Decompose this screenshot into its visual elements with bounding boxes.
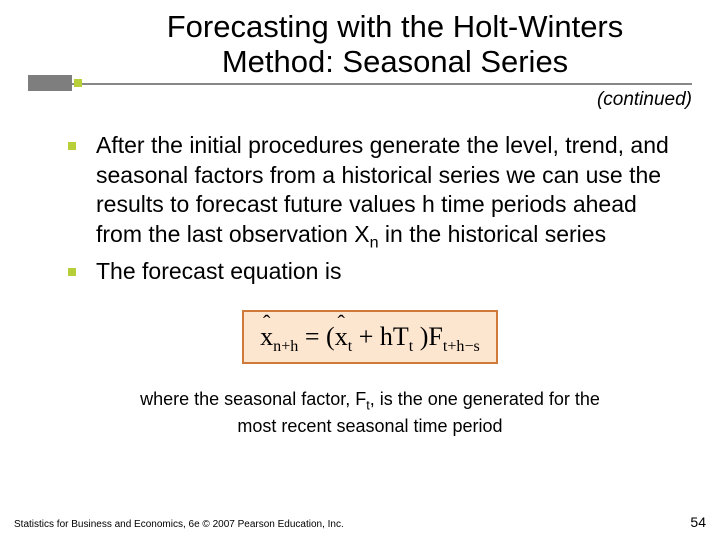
footer-text: Statistics for Business and Economics, 6… [14, 519, 344, 530]
slide-container: Forecasting with the Holt-Winters Method… [0, 0, 720, 540]
accent-box-icon [28, 75, 72, 91]
eq-lhs-sub: n+h [273, 339, 298, 356]
equation-footnote: where the seasonal factor, Ft, is the on… [60, 364, 680, 437]
horizontal-rule [28, 83, 692, 85]
eq-close-F: )F [413, 322, 443, 351]
continued-label: (continued) [0, 85, 720, 111]
title-line-2: Method: Seasonal Series [222, 44, 568, 79]
bullet-2-text: The forecast equation is [96, 258, 341, 284]
slide-title: Forecasting with the Holt-Winters Method… [110, 10, 680, 79]
accent-square-icon [74, 79, 82, 87]
bullet-list: After the initial procedures generate th… [60, 131, 680, 286]
bullet-square-icon [68, 268, 76, 276]
eq-plus-hT: + hT [352, 322, 409, 351]
bullet-item-2: The forecast equation is [60, 257, 680, 286]
page-number: 54 [690, 514, 706, 530]
bullet-1-text-b: in the historical series [379, 221, 607, 247]
eq-f-sub: t+h−s [443, 339, 480, 356]
title-block: Forecasting with the Holt-Winters Method… [0, 0, 720, 79]
eq-xhat-t: x [335, 322, 348, 352]
forecast-equation: xn+h = (xt + hTt )Ft+h−s [242, 310, 498, 364]
footnote-a: where the seasonal factor, F [140, 389, 366, 409]
slide-footer: Statistics for Business and Economics, 6… [14, 519, 706, 530]
body-content: After the initial procedures generate th… [0, 111, 720, 437]
bullet-item-1: After the initial procedures generate th… [60, 131, 680, 253]
title-rule [0, 83, 720, 85]
eq-xhat-lhs: x [260, 322, 273, 352]
bullet-square-icon [68, 142, 76, 150]
title-line-1: Forecasting with the Holt-Winters [167, 9, 624, 44]
bullet-1-subscript: n [370, 233, 379, 251]
equation-container: xn+h = (xt + hTt )Ft+h−s [60, 310, 680, 364]
eq-equals: = ( [298, 322, 334, 351]
